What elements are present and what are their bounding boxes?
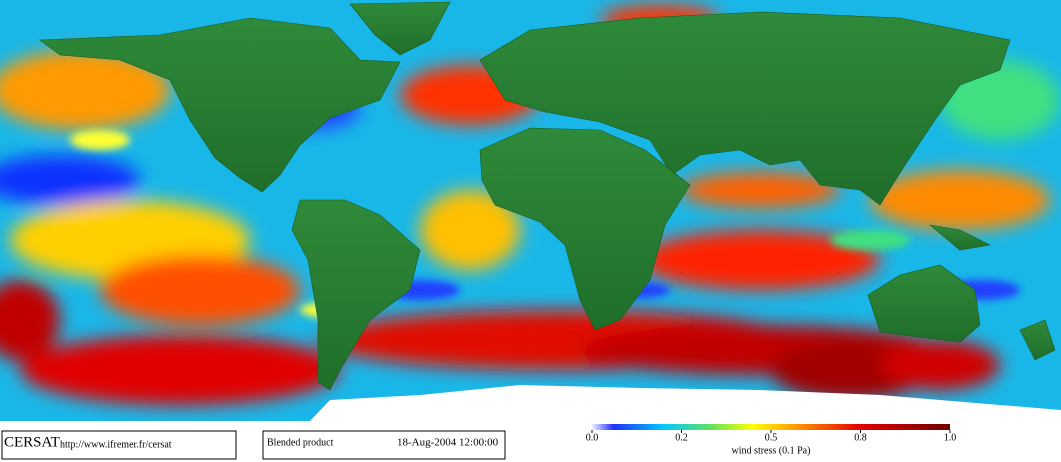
url: http://www.ifremer.fr/cersat bbox=[60, 439, 172, 450]
colorbar-tick-label: 0.8 bbox=[854, 432, 867, 443]
wind-field bbox=[0, 5, 1060, 405]
product-label: Blended product bbox=[267, 437, 334, 448]
timestamp: 18-Aug-2004 12:00:00 bbox=[397, 437, 499, 449]
land bbox=[39, 1, 1056, 391]
antarctica bbox=[310, 385, 1061, 421]
logo: CERSAT bbox=[4, 434, 60, 450]
colorbar bbox=[592, 424, 950, 430]
map-area bbox=[0, 0, 1061, 421]
colorbar-label: wind stress (0.1 Pa) bbox=[732, 445, 811, 456]
colorbar-tick-label: 0.0 bbox=[586, 432, 599, 443]
colorbar-tick-label: 0.2 bbox=[675, 432, 688, 443]
colorbar-tick-label: 1.0 bbox=[944, 432, 957, 443]
logo-box bbox=[1, 430, 237, 460]
colorbar-tick-label: 0.5 bbox=[765, 432, 778, 443]
product-box bbox=[262, 430, 506, 460]
